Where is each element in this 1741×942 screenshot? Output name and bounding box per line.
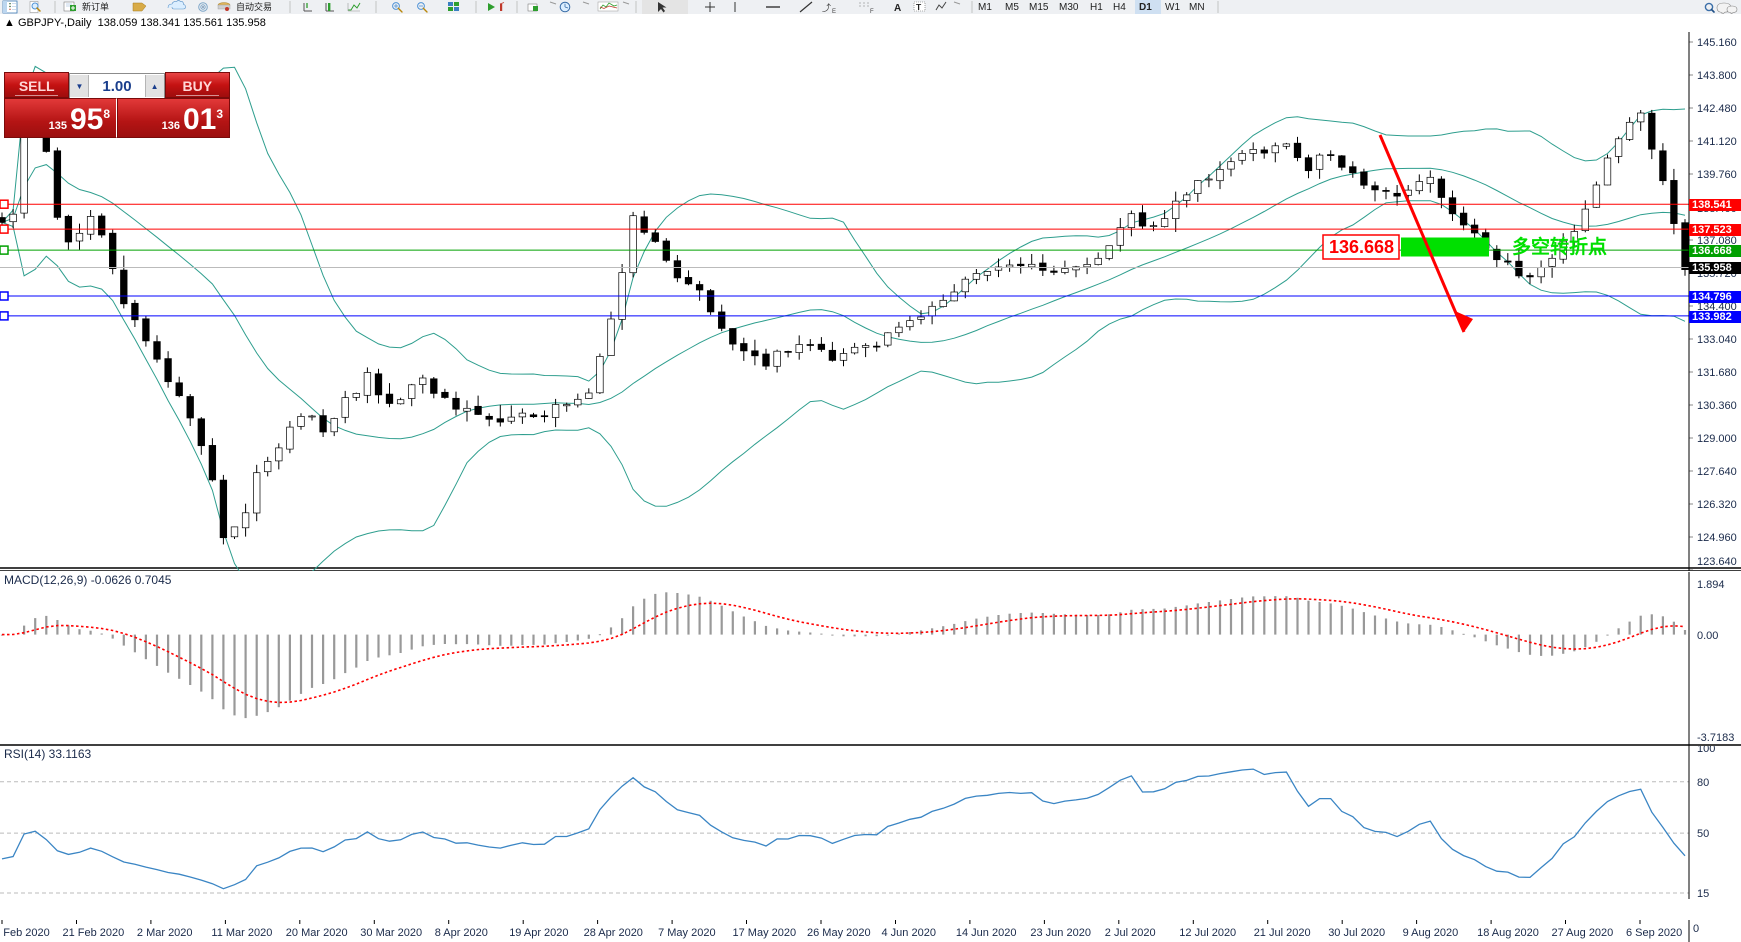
svg-text:H1: H1 <box>1090 2 1103 13</box>
svg-text:135.958: 135.958 <box>1692 262 1732 274</box>
svg-text:M1: M1 <box>978 2 992 13</box>
svg-text:M5: M5 <box>1005 2 1019 13</box>
svg-text:138.541: 138.541 <box>1692 199 1732 211</box>
svg-text:M30: M30 <box>1059 2 1079 13</box>
svg-text:143.800: 143.800 <box>1697 70 1737 82</box>
svg-text:30 Mar 2020: 30 Mar 2020 <box>360 927 422 939</box>
svg-text:MACD(12,26,9) -0.0626 0.7045: MACD(12,26,9) -0.0626 0.7045 <box>4 573 172 587</box>
svg-text:MN: MN <box>1189 2 1205 13</box>
svg-text:多空转折点: 多空转折点 <box>1512 235 1607 258</box>
svg-text:141.120: 141.120 <box>1697 136 1737 148</box>
svg-text:D1: D1 <box>1139 2 1152 13</box>
svg-text:127.640: 127.640 <box>1697 466 1737 478</box>
svg-text:133.040: 133.040 <box>1697 334 1737 346</box>
svg-text:T: T <box>916 2 922 12</box>
svg-text:30 Jul 2020: 30 Jul 2020 <box>1328 927 1385 939</box>
svg-text:自动交易: 自动交易 <box>236 1 272 12</box>
svg-text:6 Sep 2020: 6 Sep 2020 <box>1626 927 1682 939</box>
svg-text:139.760: 139.760 <box>1697 169 1737 181</box>
svg-text:50: 50 <box>1697 828 1709 840</box>
svg-text:21 Feb 2020: 21 Feb 2020 <box>63 927 125 939</box>
svg-text:124.960: 124.960 <box>1697 532 1737 544</box>
svg-text:28 Apr 2020: 28 Apr 2020 <box>584 927 643 939</box>
svg-text:9 Aug 2020: 9 Aug 2020 <box>1403 927 1459 939</box>
svg-text:18 Aug 2020: 18 Aug 2020 <box>1477 927 1539 939</box>
svg-text:4 Jun 2020: 4 Jun 2020 <box>882 927 936 939</box>
svg-text:W1: W1 <box>1165 2 1180 13</box>
svg-text:11 Mar 2020: 11 Mar 2020 <box>211 927 272 939</box>
svg-text:M15: M15 <box>1029 2 1049 13</box>
svg-text:27 Aug 2020: 27 Aug 2020 <box>1552 927 1614 939</box>
svg-text:14 Jun 2020: 14 Jun 2020 <box>956 927 1017 939</box>
svg-text:123.640: 123.640 <box>1697 556 1737 568</box>
svg-text:12 Jul 2020: 12 Jul 2020 <box>1179 927 1236 939</box>
svg-text:126.320: 126.320 <box>1697 499 1737 511</box>
svg-text:0.00: 0.00 <box>1697 630 1718 642</box>
svg-text:H4: H4 <box>1113 2 1126 13</box>
svg-text:136.668: 136.668 <box>1329 237 1394 257</box>
svg-text:26 May 2020: 26 May 2020 <box>807 927 871 939</box>
svg-text:129.000: 129.000 <box>1697 433 1737 445</box>
svg-text:2 Jul 2020: 2 Jul 2020 <box>1105 927 1156 939</box>
svg-text:12 Feb 2020: 12 Feb 2020 <box>0 927 50 939</box>
svg-text:142.480: 142.480 <box>1697 103 1737 115</box>
svg-text:19 Apr 2020: 19 Apr 2020 <box>509 927 568 939</box>
svg-text:145.160: 145.160 <box>1697 37 1737 49</box>
svg-text:23 Jun 2020: 23 Jun 2020 <box>1030 927 1091 939</box>
svg-text:15: 15 <box>1697 888 1709 899</box>
svg-text:1.894: 1.894 <box>1697 579 1725 591</box>
svg-text:RSI(14) 33.1163: RSI(14) 33.1163 <box>4 747 91 761</box>
svg-text:100: 100 <box>1697 746 1715 755</box>
svg-text:133.982: 133.982 <box>1692 311 1732 323</box>
svg-text:131.680: 131.680 <box>1697 367 1737 379</box>
svg-text:137.523: 137.523 <box>1692 224 1732 236</box>
svg-text:17 May 2020: 17 May 2020 <box>733 927 797 939</box>
svg-text:2 Mar 2020: 2 Mar 2020 <box>137 927 193 939</box>
svg-text:80: 80 <box>1697 777 1709 789</box>
svg-text:136.668: 136.668 <box>1692 245 1732 257</box>
svg-text:7 May 2020: 7 May 2020 <box>658 927 715 939</box>
svg-text:8 Apr 2020: 8 Apr 2020 <box>435 927 488 939</box>
svg-text:20 Mar 2020: 20 Mar 2020 <box>286 927 348 939</box>
svg-text:134.796: 134.796 <box>1692 291 1732 303</box>
svg-text:130.360: 130.360 <box>1697 400 1737 412</box>
svg-text:21 Jul 2020: 21 Jul 2020 <box>1254 927 1311 939</box>
svg-text:0: 0 <box>1693 923 1699 935</box>
svg-text:⤴: ⤴ <box>822 2 831 13</box>
svg-text:A: A <box>894 3 901 14</box>
svg-text:-3.7183: -3.7183 <box>1697 732 1734 744</box>
svg-text:新订单: 新订单 <box>82 1 109 12</box>
